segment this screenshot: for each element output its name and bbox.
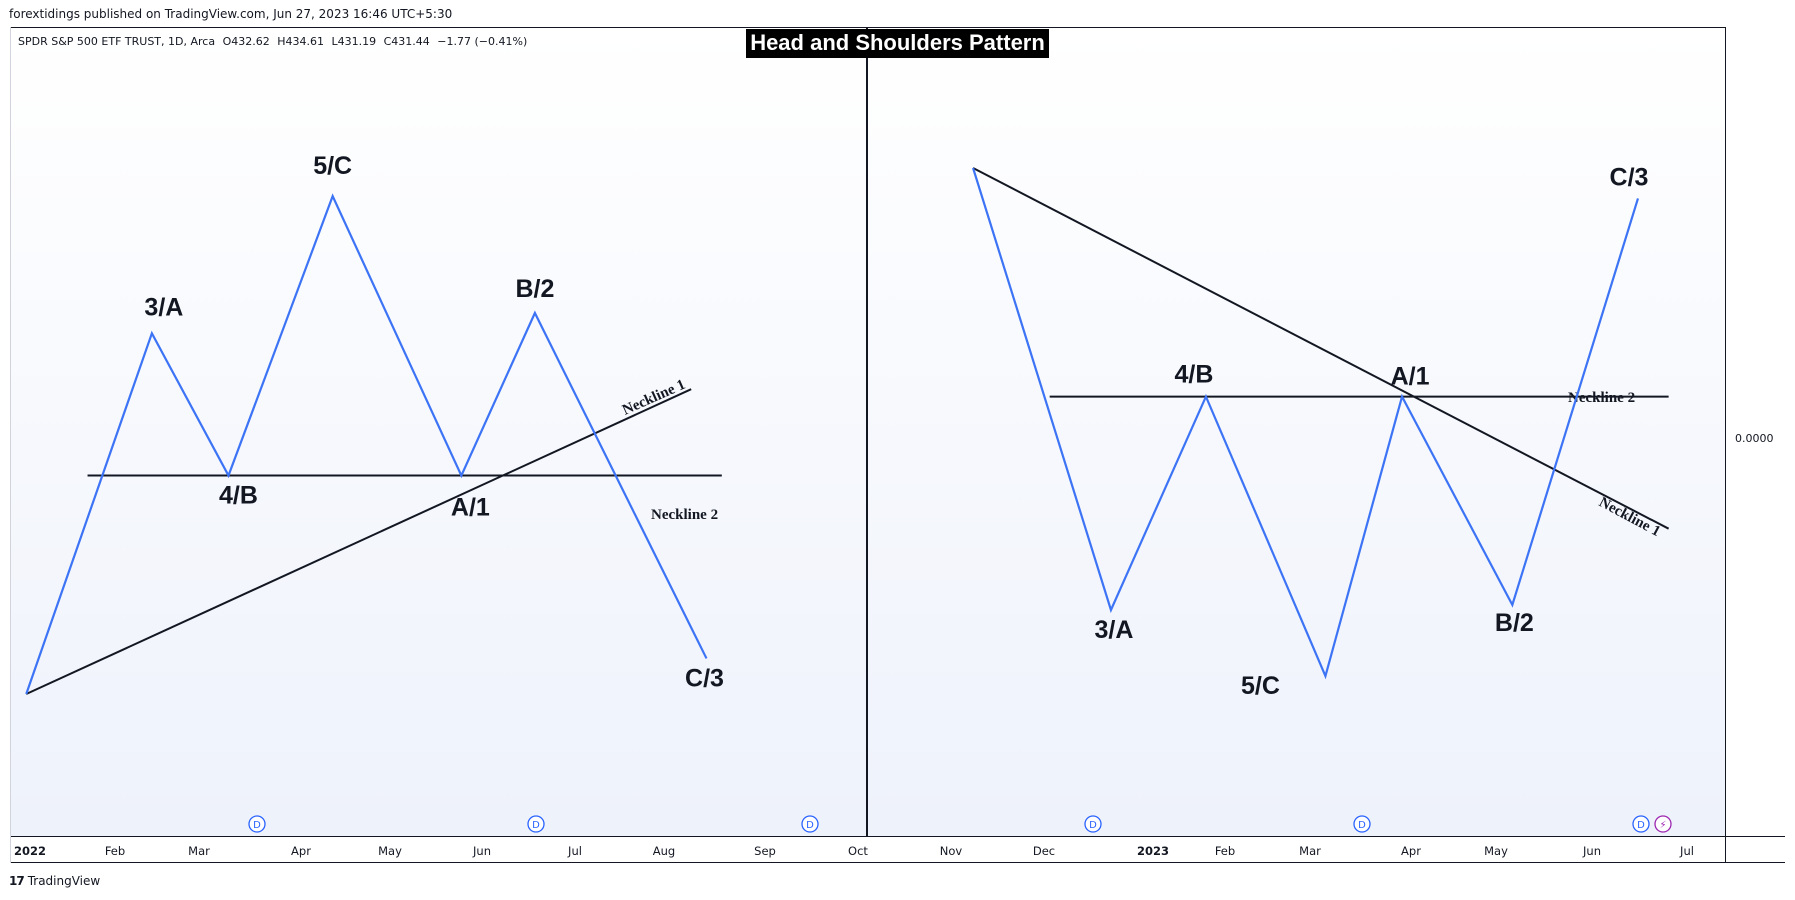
time-tick-label: Feb (104, 844, 126, 858)
time-tick-label: Feb (1214, 844, 1236, 858)
publisher-line: forextidings published on TradingView.co… (9, 7, 453, 21)
event-marker-text: D (253, 820, 261, 831)
neckline-2-label-right: Neckline 2 (1568, 390, 1635, 406)
time-tick-label: Jul (1680, 844, 1694, 858)
event-marker-circle[interactable] (248, 815, 266, 833)
event-marker-circle[interactable] (527, 815, 545, 833)
time-tick-label: 2022 (14, 844, 47, 858)
event-marker-circle[interactable] (1632, 815, 1650, 833)
symbol-open: O432.62 (222, 35, 270, 48)
chart-title: Head and Shoulders Pattern (746, 29, 1049, 58)
price-axis-label: 0.0000 (1735, 432, 1774, 445)
event-marker-0: D (248, 815, 266, 833)
time-axis-border (10, 862, 1785, 863)
event-marker-text: ⚡ (1659, 820, 1666, 831)
wave-label-a-1-left: A/1 (451, 494, 490, 522)
symbol-low: L431.19 (331, 35, 377, 48)
neckline-1-label-right: Neckline 1 (1596, 494, 1663, 540)
event-marker-circle[interactable] (1084, 815, 1102, 833)
tradingview-logo-text: TradingView (27, 874, 101, 888)
time-tick-label: May (1484, 844, 1508, 858)
event-marker-circle[interactable] (801, 815, 819, 833)
frame-border-top (10, 27, 1726, 28)
title-badge-wrap: Head and Shoulders Pattern (0, 29, 1795, 58)
event-marker-2: D (801, 815, 819, 833)
neckline-1-line-left (25, 388, 692, 695)
symbol-close: C431.44 (383, 35, 430, 48)
event-marker-circle[interactable] (1654, 815, 1672, 833)
tradingview-logo-icon: 17 (9, 874, 25, 888)
neckline-1-label-left: Neckline 1 (620, 377, 688, 419)
event-marker-1: D (527, 815, 545, 833)
time-tick-label: Mar (188, 844, 210, 858)
event-marker-4: D (1353, 815, 1371, 833)
wave-label-b-2-left: B/2 (515, 275, 554, 303)
wave-label-5-c-left: 5/C (313, 152, 352, 180)
time-tick-label: 2023 (1137, 844, 1170, 858)
event-marker-text: D (1089, 820, 1097, 831)
wave-label-3-a-right: 3/A (1094, 616, 1133, 644)
frame-border-left (10, 27, 11, 863)
panel-divider (866, 28, 868, 836)
frame-border-bottom (10, 836, 1785, 837)
tradingview-logo[interactable]: 17 TradingView (9, 874, 100, 888)
wave-label-5-c-right: 5/C (1241, 672, 1280, 700)
time-tick-label: May (378, 844, 402, 858)
event-marker-5: D (1632, 815, 1650, 833)
neckline-1-line-right (972, 167, 1670, 530)
symbol-change: −1.77 (−0.41%) (437, 35, 528, 48)
time-tick-label: Aug (652, 844, 676, 858)
event-marker-3: D (1084, 815, 1102, 833)
time-tick-label: Nov (939, 844, 963, 858)
event-marker-circle[interactable] (1353, 815, 1371, 833)
frame-border-right (1725, 27, 1726, 863)
time-tick-label: Oct (848, 844, 868, 858)
wave-label-4-b-left: 4/B (219, 482, 258, 510)
event-marker-text: D (806, 820, 814, 831)
time-axis[interactable]: 2022 Feb Mar Apr May Jun Jul Aug Sep Oct Nov Dec 202… (0, 838, 1795, 862)
wave-label-3-a-left: 3/A (144, 293, 183, 321)
wave-label-c-3-right: C/3 (1610, 163, 1649, 191)
event-marker-text: D (1637, 820, 1645, 831)
wave-label-4-b-right: 4/B (1174, 361, 1213, 389)
symbol-legend[interactable]: SPDR S&P 500 ETF TRUST, 1D, Arca O432.62… (18, 35, 531, 48)
symbol-high: H434.61 (277, 35, 324, 48)
time-tick-label: Jun (473, 844, 491, 858)
wave-line-right (972, 167, 1640, 680)
time-tick-label: Mar (1299, 844, 1321, 858)
time-tick-label: Apr (291, 844, 311, 858)
neckline-2-label-left: Neckline 2 (651, 507, 718, 523)
time-tick-label: Sep (754, 844, 776, 858)
chart-pane[interactable] (10, 27, 1726, 836)
wave-label-a-1-right: A/1 (1391, 363, 1430, 391)
event-marker-text: D (1358, 820, 1366, 831)
symbol-name: SPDR S&P 500 ETF TRUST, 1D, Arca (18, 35, 216, 48)
time-tick-label: Apr (1401, 844, 1421, 858)
event-marker-text: D (532, 820, 540, 831)
wave-line-left (25, 193, 708, 695)
time-tick-label: Jun (1583, 844, 1601, 858)
wave-label-c-3-left: C/3 (685, 664, 724, 692)
time-tick-label: Dec (1032, 844, 1056, 858)
wave-label-b-2-right: B/2 (1495, 609, 1534, 637)
event-marker-6: ⚡ (1654, 815, 1672, 833)
time-tick-label: Jul (568, 844, 582, 858)
